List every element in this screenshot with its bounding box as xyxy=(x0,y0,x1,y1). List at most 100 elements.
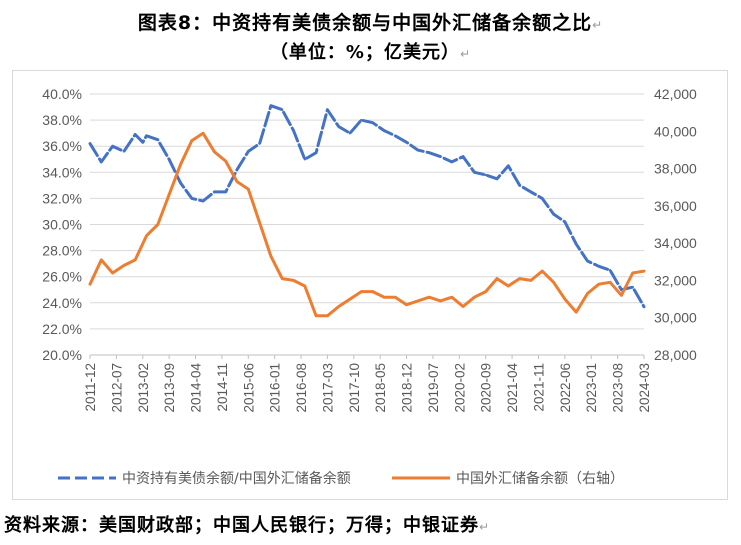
series-point-ratio xyxy=(122,150,126,153)
y-right-tick-label: 36,000 xyxy=(654,198,697,214)
x-tick-label: 2018-12 xyxy=(400,363,415,413)
series-point-ratio xyxy=(575,242,578,246)
x-tick-label: 2016-08 xyxy=(294,363,309,413)
series-point-ratio xyxy=(179,181,182,184)
series-point-ratio xyxy=(213,190,216,194)
series-point-reserves xyxy=(439,299,442,303)
series-point-ratio xyxy=(439,155,442,158)
series-point-reserves xyxy=(134,258,137,262)
series-point-ratio xyxy=(631,285,634,289)
series-point-reserves xyxy=(111,271,114,275)
series-point-ratio xyxy=(190,197,193,200)
series-point-reserves xyxy=(167,193,171,196)
x-tick-label: 2017-10 xyxy=(347,363,362,413)
series-point-reserves xyxy=(473,296,476,299)
series-point-reserves xyxy=(201,132,205,135)
series-point-ratio xyxy=(269,104,273,107)
series-point-reserves xyxy=(88,283,92,286)
series-point-ratio xyxy=(348,132,352,135)
x-tick-label: 2014-04 xyxy=(189,363,204,413)
series-point-reserves xyxy=(484,290,487,293)
y-left-tick-label: 34.0% xyxy=(42,164,82,180)
y-left-tick-label: 32.0% xyxy=(42,190,82,206)
series-point-reserves xyxy=(292,279,295,282)
x-tick-label: 2023-01 xyxy=(584,363,599,413)
chart-title: 图表8：中资持有美债余额与中国外汇储备余额之比↵ xyxy=(137,12,604,34)
y-left-tick-label: 22.0% xyxy=(42,321,82,337)
x-tick-label: 2020-09 xyxy=(479,363,494,413)
series-point-ratio xyxy=(416,148,420,152)
series-point-ratio xyxy=(473,171,476,174)
series-point-ratio xyxy=(529,190,533,194)
series-point-reserves xyxy=(461,305,465,308)
series-point-reserves xyxy=(100,258,103,262)
series-point-reserves xyxy=(303,284,306,288)
y-right-tick-label: 30,000 xyxy=(654,310,697,326)
series-point-reserves xyxy=(642,269,646,273)
series-point-ratio xyxy=(360,118,363,122)
series-point-ratio xyxy=(247,150,250,153)
y-left-tick-label: 28.0% xyxy=(42,243,82,259)
series-point-ratio xyxy=(303,158,306,161)
x-tick-label: 2021-04 xyxy=(505,363,520,413)
series-point-ratio xyxy=(156,138,159,141)
x-tick-label: 2019-07 xyxy=(426,363,441,413)
series-point-reserves xyxy=(348,297,352,301)
x-tick-label: 2014-11 xyxy=(215,363,230,412)
series-point-reserves xyxy=(190,139,193,142)
series-point-reserves xyxy=(405,303,408,306)
x-tick-label: 2022-06 xyxy=(558,363,573,413)
chart-subtitle: （单位：%；亿美元）↵ xyxy=(269,42,472,63)
y-left-tick-label: 36.0% xyxy=(42,138,82,154)
series-point-ratio xyxy=(597,265,600,268)
y-right-tick-label: 32,000 xyxy=(654,272,697,288)
series-point-ratio xyxy=(292,129,295,132)
y-left-tick-label: 38.0% xyxy=(42,112,82,128)
series-point-reserves xyxy=(247,187,250,191)
y-right-tick-label: 40,000 xyxy=(654,123,697,139)
series-point-reserves xyxy=(608,281,612,284)
series-point-ratio xyxy=(507,164,510,167)
series-point-ratio xyxy=(428,151,431,154)
x-tick-label: 2017-03 xyxy=(320,363,335,413)
series-point-ratio xyxy=(167,158,171,161)
series-point-ratio xyxy=(586,259,589,263)
y-right-tick-label: 28,000 xyxy=(654,347,697,363)
x-tick-label: 2013-02 xyxy=(136,363,151,413)
series-point-reserves xyxy=(495,277,499,280)
series-point-reserves xyxy=(213,150,216,153)
series-point-reserves xyxy=(269,255,273,258)
x-tick-label: 2011-12 xyxy=(83,363,98,412)
series-point-reserves xyxy=(575,310,578,314)
y-left-tick-label: 30.0% xyxy=(42,217,82,233)
x-tick-label: 2012-07 xyxy=(109,363,124,413)
series-line-ratio xyxy=(88,104,646,309)
series-point-ratio xyxy=(337,125,340,128)
y-left-tick-label: 26.0% xyxy=(42,269,82,285)
series-point-ratio xyxy=(484,173,487,177)
legend-label: 中国外汇储备余额（右轴） xyxy=(456,470,624,487)
series-point-reserves xyxy=(586,292,589,295)
y-right-tick-label: 42,000 xyxy=(654,86,697,102)
series-point-ratio xyxy=(394,134,397,137)
series-point-reserves xyxy=(281,277,284,280)
series-point-reserves xyxy=(552,281,555,284)
series-point-ratio xyxy=(495,177,499,180)
series-point-reserves xyxy=(224,159,227,163)
series-point-ratio xyxy=(326,108,329,111)
series-point-ratio xyxy=(314,151,318,154)
series-point-ratio xyxy=(235,168,239,171)
series-point-ratio xyxy=(461,155,465,158)
series-point-reserves xyxy=(518,277,521,280)
series-point-reserves xyxy=(156,223,159,226)
series-point-ratio xyxy=(281,108,284,111)
series-point-reserves xyxy=(529,279,533,282)
series-point-ratio xyxy=(371,121,374,124)
series-point-ratio xyxy=(620,288,623,291)
series-point-ratio xyxy=(642,305,646,308)
series-point-reserves xyxy=(382,296,386,299)
series-line-reserves xyxy=(88,131,646,318)
series-point-ratio xyxy=(134,133,137,136)
series-point-ratio xyxy=(258,142,261,145)
x-tick-label: 2015-06 xyxy=(241,363,256,413)
